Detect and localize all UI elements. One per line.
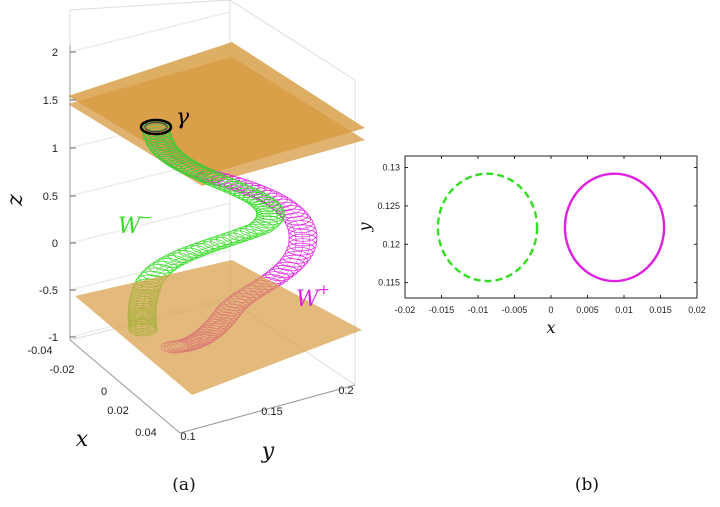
x-tick-label: -0.01 — [468, 305, 489, 315]
y-axis-line — [179, 384, 356, 434]
x-tick-label: -0.04 — [27, 345, 52, 357]
y-tick-label: 0.1 — [180, 431, 195, 443]
x-axis-line — [69, 339, 181, 434]
y-tick-label: 0.13 — [382, 163, 400, 173]
y-tick-label: 0.2 — [338, 385, 353, 397]
upper-plane-sheet-front — [68, 57, 365, 186]
x-tick-label: -0.005 — [502, 305, 528, 315]
panel-b-2d-plot: -0.02 -0.015 -0.01 -0.005 0 0.005 0.01 0.015 0.0… — [355, 155, 706, 495]
x-tick-label: 0 — [101, 386, 107, 398]
svg-text:W: W — [296, 287, 321, 312]
svg-text:+: + — [318, 282, 330, 298]
gamma-annotation: γ — [176, 105, 190, 130]
svg-text:W: W — [118, 214, 143, 239]
z-axis-label: z — [3, 194, 28, 207]
z-tick-label: 0.5 — [43, 191, 58, 203]
z-tick-label: -0.5 — [39, 285, 58, 297]
lower-plane — [75, 260, 362, 395]
z-tick-label: 0 — [52, 238, 58, 250]
y-tick-label: 0.12 — [382, 239, 400, 249]
caption-a: (a) — [172, 475, 195, 495]
gamma-orbit — [139, 118, 173, 136]
z-tick-label: 2 — [52, 47, 58, 59]
x-tick-label: -0.015 — [429, 305, 455, 315]
axis-ticks — [404, 156, 698, 298]
x-axis-label: x — [546, 318, 555, 337]
x-tick-label: 0.02 — [688, 305, 706, 315]
y-tick-labels: 0.1 0.15 0.2 — [180, 385, 353, 443]
w-plus-curve — [563, 172, 666, 283]
x-tick-label: 0 — [548, 305, 553, 315]
series-group — [436, 172, 666, 283]
z-gridline — [69, 202, 231, 244]
w-minus-annotation: W − — [118, 210, 152, 239]
y-axis-label: y — [261, 439, 275, 464]
y-tick-label: 0.125 — [377, 201, 400, 211]
x-tick-label: 0.02 — [107, 405, 128, 417]
w-plus-annotation: W + — [296, 282, 330, 312]
y-tick-labels: 0.13 0.125 0.12 0.115 — [377, 163, 400, 288]
y-tick-label: 0.15 — [261, 406, 282, 418]
x-tick-labels: -0.04 -0.02 00.02 0.04 — [27, 345, 156, 439]
x-tick-labels: -0.02 -0.015 -0.01 -0.005 0 0.005 0.01 0.015 0.0… — [395, 305, 706, 315]
x-axis-label: x — [76, 427, 89, 452]
x-tick-label: -0.02 — [49, 364, 74, 376]
y-tick-label: 0.115 — [378, 278, 400, 288]
x-tick-label: 0.005 — [576, 305, 599, 315]
svg-text:−: − — [140, 210, 152, 226]
y-axis-label: y — [355, 222, 374, 233]
caption-b: (b) — [575, 475, 599, 495]
x-tick-label: 0.01 — [615, 305, 633, 315]
w-minus-curve — [436, 172, 539, 283]
z-tick-label: 1 — [52, 143, 58, 155]
x-tick-label: 0.04 — [135, 427, 156, 439]
z-gridline — [69, 11, 231, 53]
x-tick-label: -0.02 — [395, 305, 416, 315]
plot-frame — [404, 155, 698, 299]
x-tick-label: 0.015 — [649, 305, 672, 315]
z-tick-label: -1 — [48, 332, 58, 344]
z-tick-labels: 2 1.5 1 0.5 0 -0.5 -1 — [39, 47, 76, 344]
z-tick-label: 1.5 — [43, 95, 58, 107]
